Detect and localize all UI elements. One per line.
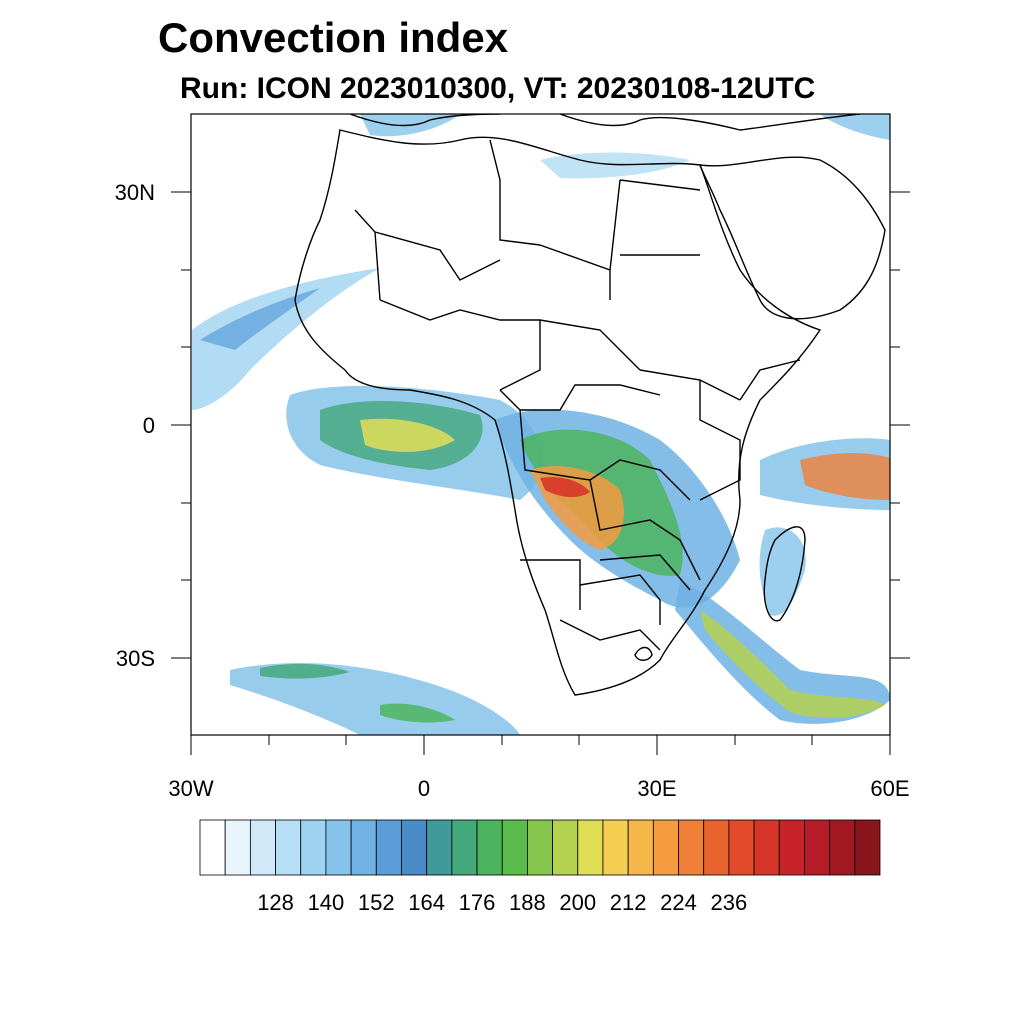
lat-label-30s: 30S [115,646,155,671]
border-sahara-west [354,209,501,301]
colorbar-swatch [829,819,856,876]
africa-coastline [294,129,822,696]
border-sahel [379,299,741,401]
colorbar-swatch [804,819,831,876]
convection-field-layer [192,114,890,735]
colorbar-tick-label: 164 [408,890,446,915]
colorbar-tick-label: 224 [660,890,697,915]
colorbar-swatch [375,819,402,876]
colorbar-tick-label: 152 [357,890,395,915]
convection-area-mozambique [675,580,890,724]
colorbar-tick-label: 212 [609,890,647,915]
convection-area-southern-ocean-core2 [380,703,455,723]
convection-area-southern-ocean-core [260,663,350,679]
colorbar-tick-label: 140 [307,890,345,915]
convection-area-gulf-of-guinea-peak [360,418,455,452]
colorbar-swatch [350,819,377,876]
border-east [699,359,801,501]
colorbar-swatch [300,819,327,876]
border-north-africa [489,139,701,300]
colorbar-swatch [577,819,604,876]
convection-area-north-east [820,114,890,140]
colorbar [199,819,881,876]
convection-area-med-east [540,152,690,179]
lon-label-30e: 30E [637,776,677,801]
lat-label-30n: 30N [114,180,155,205]
madagascar-coast [763,526,806,622]
chart-title: Convection index [158,14,509,61]
colorbar-swatch [426,819,453,876]
colorbar-swatch [552,819,579,876]
lon-label-60e: 60E [870,776,910,801]
convection-area-west-africa-core [200,288,320,350]
colorbar-tick-label: 176 [458,890,496,915]
colorbar-swatch [275,819,302,876]
border-southern [520,554,691,625]
lon-label-30w: 30W [168,776,214,801]
border-central [499,384,701,581]
colorbar-swatch [728,819,755,876]
colorbar-swatch [854,819,881,876]
colorbar-swatch [249,819,276,876]
colorbar-tick-label: 128 [257,890,294,915]
colorbar-swatch [451,819,478,876]
colorbar-swatch [753,819,780,876]
border-south-africa [559,619,661,661]
convection-area-mozambique-core [700,610,885,719]
axis-ticks [171,191,910,755]
colorbar-swatch [501,819,528,876]
colorbar-tick-label: 200 [559,890,597,915]
convection-area-indian-ocean-core [800,453,890,500]
convection-area-congo-max [540,477,590,498]
lon-label-0: 0 [417,776,431,801]
arabia-coast [698,156,886,320]
lat-label-0: 0 [142,413,155,438]
colorbar-swatch [476,819,503,876]
colorbar-swatch [652,819,679,876]
convection-area-west-africa [192,268,380,410]
colorbar-swatch [602,819,629,876]
colorbar-tick-label: 236 [710,890,748,915]
chart-subtitle: Run: ICON 2023010300, VT: 20230108-12UTC [180,72,816,105]
colorbar-swatch [224,819,251,876]
colorbar-tick-label: 188 [509,890,546,915]
colorbar-swatch [678,819,705,876]
colorbar-swatch [325,819,352,876]
colorbar-swatch [199,819,226,876]
colorbar-swatch [627,819,654,876]
colorbar-swatch [527,819,553,876]
colorbar-swatch [401,819,428,876]
colorbar-swatch [778,819,805,876]
colorbar-swatch [703,819,730,876]
